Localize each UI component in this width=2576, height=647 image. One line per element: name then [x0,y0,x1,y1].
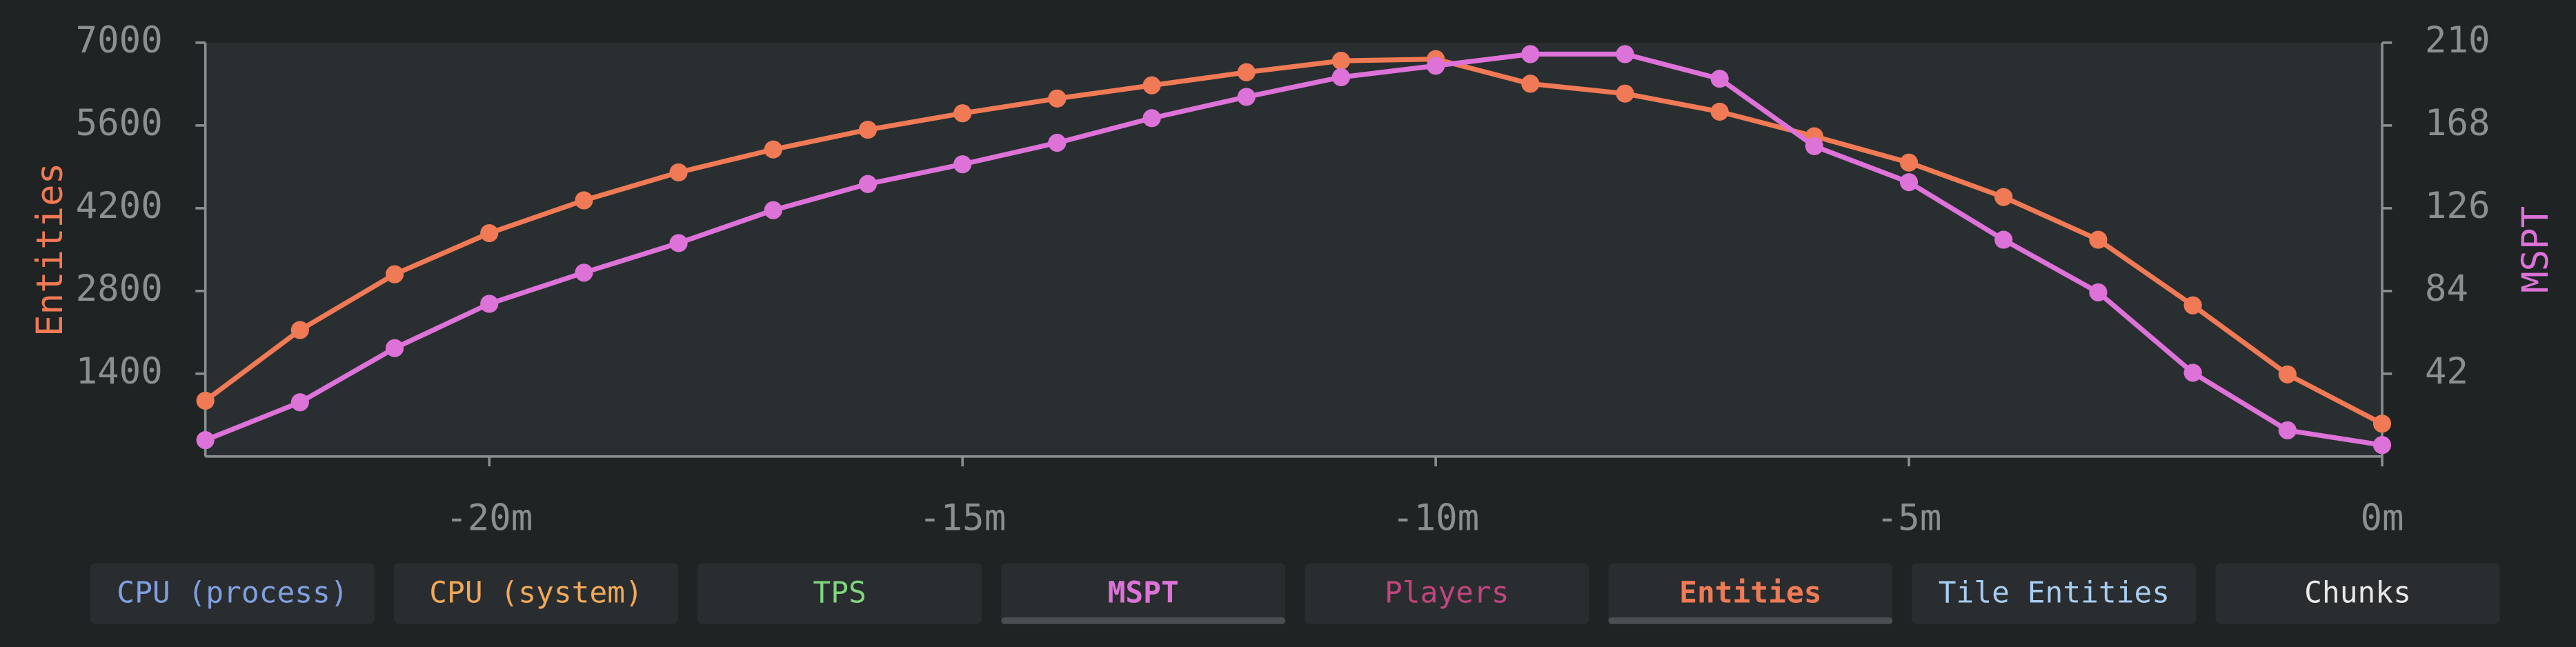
series-line [204,57,2384,426]
data-point [1048,133,1067,152]
y2-tick-label: 84 [2425,268,2468,310]
y2-tick-label: 168 [2425,102,2490,144]
data-point [385,339,404,357]
button-label: CPU (process) [117,575,348,610]
data-point [669,163,688,182]
y-tick-label: 1400 [76,350,163,392]
button-label: Chunks [2304,575,2411,610]
data-point [385,265,404,283]
data-point [290,321,309,339]
y2-axis-label: MSPT [2515,206,2557,293]
data-point [1899,153,1919,172]
toggle-button[interactable]: CPU (process) [90,563,375,624]
button-bg [1608,563,1893,624]
data-point [669,234,688,252]
y2-tick-label: 126 [2425,185,2490,227]
x-tick-label: -15m [919,497,1006,539]
button-bg [1305,563,1589,624]
toggle-button[interactable]: Entities [1608,563,1893,624]
button-bg [2215,563,2500,624]
x-tick-label: -10m [1392,497,1479,539]
x-tick-label: -5m [1876,497,1942,539]
y-tick-label: 5600 [76,102,163,144]
button-bg [1001,563,1286,624]
button-label: Players [1385,575,1509,610]
toggle-button[interactable]: Chunks [2215,563,2500,624]
data-point [2278,421,2297,439]
button-label: MSPT [1108,575,1179,610]
data-point [2278,365,2297,384]
data-point [2089,230,2108,249]
toggle-button[interactable]: CPU (system) [394,563,679,624]
toggle-button[interactable]: TPS [697,563,982,624]
y2-tick-label: 42 [2425,350,2468,392]
data-point [1331,68,1351,86]
y2-tick-label: 210 [2425,19,2490,61]
y-axis-label: Entities [29,163,71,337]
data-point [2372,415,2392,433]
button-bg [1912,563,2197,624]
toggle-button[interactable]: MSPT [1001,563,1286,624]
data-point [2089,283,2108,301]
y-tick-label: 2800 [76,268,163,310]
data-point [764,201,782,219]
button-label: Tile Entities [1939,575,2170,610]
button-label: TPS [813,575,866,610]
data-point [196,391,215,410]
data-point [1427,57,1445,75]
data-point [480,223,499,243]
data-point [764,140,782,159]
data-point [1237,63,1256,81]
active-underline [1001,617,1286,624]
data-point [1616,84,1634,103]
data-point [196,431,215,450]
data-point [858,120,878,139]
button-bg [394,563,679,624]
data-point [1994,188,2013,206]
data-point [1899,173,1919,192]
button-bg [697,563,982,624]
data-point [1142,76,1161,94]
toggle-button[interactable]: Tile Entities [1912,563,2197,624]
series-line [204,51,2383,448]
data-point [1142,109,1161,128]
data-point [858,175,878,193]
x-tick-label: 0m [2360,497,2404,539]
data-point [1331,52,1351,70]
plot-area [205,42,2382,457]
data-point [1805,137,1823,155]
data-point [953,155,972,174]
data-point [575,263,593,282]
data-point [1237,88,1256,106]
data-point [290,393,309,412]
data-point [1616,45,1634,63]
data-point [1521,45,1540,63]
data-point [953,104,972,123]
y-tick-label: 4200 [76,185,163,227]
data-point [1521,74,1540,93]
data-point [1994,230,2013,249]
data-point [480,295,499,313]
data-point [2372,436,2392,455]
data-point [575,191,593,210]
data-point [1710,102,1729,121]
button-label: Entities [1679,575,1821,610]
button-bg [90,563,375,624]
button-label: CPU (system) [429,575,643,610]
data-point [2183,296,2202,315]
data-point [1048,89,1067,108]
x-tick-label: -20m [446,497,533,539]
data-point [1710,70,1729,88]
data-point [2183,364,2202,382]
y-tick-label: 7000 [76,19,163,61]
toggle-button[interactable]: Players [1305,563,1589,624]
active-underline [1608,617,1893,624]
